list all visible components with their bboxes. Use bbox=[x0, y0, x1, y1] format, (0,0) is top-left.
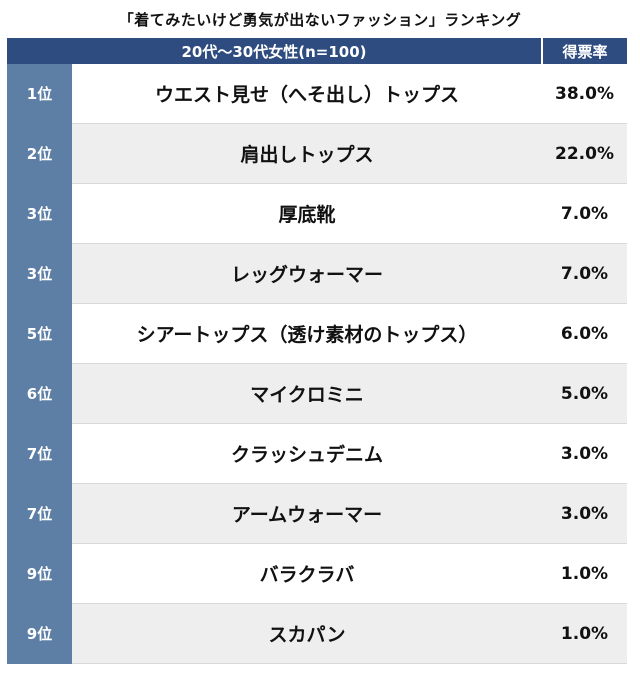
rank-cell: 9位 bbox=[7, 543, 72, 604]
rate-cell: 3.0% bbox=[542, 483, 627, 544]
item-cell: 肩出しトップス bbox=[72, 123, 542, 184]
item-cell: 厚底靴 bbox=[72, 183, 542, 244]
rate-cell: 38.0% bbox=[542, 64, 627, 124]
rate-cell: 7.0% bbox=[542, 243, 627, 304]
item-cell: スカパン bbox=[72, 603, 542, 664]
header-rate-label: 得票率 bbox=[541, 38, 627, 64]
ranking-table-body: 1位 ウエスト見せ（へそ出し）トップス 38.0% 2位 肩出しトップス 22.0% 3位厚… bbox=[7, 64, 627, 664]
rank-cell: 9位 bbox=[7, 603, 72, 664]
item-cell: ウエスト見せ（へそ出し）トップス bbox=[72, 64, 542, 124]
rank-cell: 3位 bbox=[7, 183, 72, 244]
rate-cell: 6.0% bbox=[542, 303, 627, 364]
table-row: 7位 アームウォーマー 3.0% bbox=[7, 483, 627, 544]
rank-cell: 7位 bbox=[7, 483, 72, 544]
rate-cell: 7.0% bbox=[542, 183, 627, 244]
rate-cell: 1.0% bbox=[542, 543, 627, 604]
item-cell: レッグウォーマー bbox=[72, 243, 542, 304]
table-row: 7位 クラッシュデニム 3.0% bbox=[7, 423, 627, 484]
item-cell: バラクラバ bbox=[72, 543, 542, 604]
rate-cell: 1.0% bbox=[542, 603, 627, 664]
ranking-table: 20代〜30代女性(n=100) 得票率 1位 ウエスト見せ（へそ出し）トップス 3… bbox=[7, 38, 627, 664]
rank-cell: 1位 bbox=[7, 64, 72, 124]
rank-cell: 5位 bbox=[7, 303, 72, 364]
table-header-row: 20代〜30代女性(n=100) 得票率 bbox=[7, 38, 627, 64]
table-row: 6位 マイクロミニ 5.0% bbox=[7, 363, 627, 424]
table-row: 3位 厚底靴 7.0% bbox=[7, 183, 627, 244]
table-row: 1位 ウエスト見せ（へそ出し）トップス 38.0% bbox=[7, 64, 627, 124]
rank-cell: 3位 bbox=[7, 243, 72, 304]
rank-cell: 2位 bbox=[7, 123, 72, 184]
item-cell: アームウォーマー bbox=[72, 483, 542, 544]
item-cell: シアートップス（透け素材のトップス） bbox=[72, 303, 542, 364]
table-row: 9位 スカパン 1.0% bbox=[7, 603, 627, 664]
table-row: 3位 レッグウォーマー 7.0% bbox=[7, 243, 627, 304]
chart-title: 「着てみたいけど勇気が出ないファッション」ランキング bbox=[118, 10, 522, 29]
table-row: 2位 肩出しトップス 22.0% bbox=[7, 123, 627, 184]
item-cell: クラッシュデニム bbox=[72, 423, 542, 484]
rate-cell: 5.0% bbox=[542, 363, 627, 424]
table-row: 5位 シアートップス（透け素材のトップス） 6.0% bbox=[7, 303, 627, 364]
item-cell: マイクロミニ bbox=[72, 363, 542, 424]
header-group-label: 20代〜30代女性(n=100) bbox=[7, 38, 542, 64]
rank-cell: 7位 bbox=[7, 423, 72, 484]
rate-cell: 22.0% bbox=[542, 123, 627, 184]
rate-cell: 3.0% bbox=[542, 423, 627, 484]
table-row: 9位 バラクラバ 1.0% bbox=[7, 543, 627, 604]
rank-cell: 6位 bbox=[7, 363, 72, 424]
